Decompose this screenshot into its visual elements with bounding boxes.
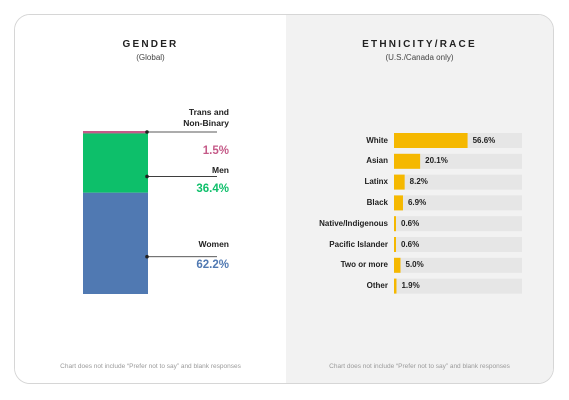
- eth-bar-asian: [394, 153, 421, 169]
- eth-label-pacific-islander: Pacific Islander: [329, 239, 388, 249]
- eth-label-black: Black: [366, 197, 388, 207]
- gender-title: GENDER: [122, 39, 179, 50]
- eth-bar-latinx: [394, 174, 405, 190]
- eth-bar-two-or-more: [394, 257, 401, 273]
- eth-value-pacific-islander: 0.6%: [401, 239, 420, 249]
- eth-label-latinx: Latinx: [364, 177, 388, 187]
- gender-value-women: 62.2%: [196, 259, 229, 271]
- eth-track-asian: [394, 153, 522, 169]
- gender-leader-dot-trans-and-non-binary: [145, 130, 149, 134]
- gender-stacked-chart: [83, 130, 217, 294]
- gender-leader-dot-women: [145, 254, 149, 259]
- ethnicity-bar-chart: [394, 133, 522, 294]
- ethnicity-footnote: Chart does not include “Prefer not to sa…: [329, 363, 510, 370]
- eth-value-latinx: 8.2%: [409, 177, 428, 187]
- gender-label-men: Men: [212, 165, 229, 175]
- eth-track-latinx: [394, 174, 522, 190]
- gender-value-men: 36.4%: [196, 183, 229, 195]
- gender-value-trans-and-non-binary: 1.5%: [202, 145, 229, 157]
- eth-label-two-or-more: Two or more: [340, 260, 388, 270]
- eth-bar-white: [394, 133, 468, 148]
- gender-bar-trans-and-non-binary: [83, 131, 148, 134]
- eth-label-other: Other: [366, 281, 388, 291]
- eth-value-asian: 20.1%: [425, 156, 448, 166]
- ethnicity-panel: ETHNICITY/RACE (U.S./Canada only) White 5…: [286, 15, 553, 383]
- eth-label-white: White: [366, 135, 388, 145]
- demographics-card: GENDER (Global) Trans and Non-Binary 1.5%…: [14, 14, 554, 384]
- eth-value-black: 6.9%: [407, 197, 427, 207]
- eth-value-white: 56.6%: [472, 135, 496, 145]
- eth-track-other: [394, 278, 522, 294]
- eth-track-native-indigenous: [394, 216, 522, 232]
- gender-panel: GENDER (Global) Trans and Non-Binary 1.5%…: [15, 15, 286, 383]
- eth-value-two-or-more: 5.0%: [405, 260, 424, 270]
- eth-track-two-or-more: [394, 257, 522, 273]
- eth-track-black: [394, 195, 522, 211]
- eth-bar-pacific-islander: [394, 237, 396, 252]
- eth-label-asian: Asian: [366, 156, 388, 166]
- gender-subtitle: (Global): [136, 53, 165, 62]
- eth-bar-other: [394, 278, 397, 294]
- gender-label-trans-and-non-binary: Trans and Non-Binary: [183, 107, 229, 128]
- ethnicity-subtitle: (U.S./Canada only): [385, 53, 454, 62]
- eth-bar-black: [394, 195, 403, 211]
- eth-value-native-indigenous: 0.6%: [401, 218, 420, 228]
- gender-label-women: Women: [198, 239, 229, 249]
- eth-bar-native-indigenous: [394, 216, 396, 232]
- eth-label-native-indigenous: Native/Indigenous: [319, 218, 388, 228]
- gender-footnote: Chart does not include “Prefer not to sa…: [60, 363, 241, 370]
- gender-leader-dot-men: [145, 174, 149, 179]
- gender-bar-women: [83, 192, 148, 294]
- ethnicity-title: ETHNICITY/RACE: [362, 39, 477, 50]
- eth-value-other: 1.9%: [401, 281, 420, 291]
- eth-track-pacific-islander: [394, 237, 522, 252]
- gender-bar-men: [83, 133, 148, 193]
